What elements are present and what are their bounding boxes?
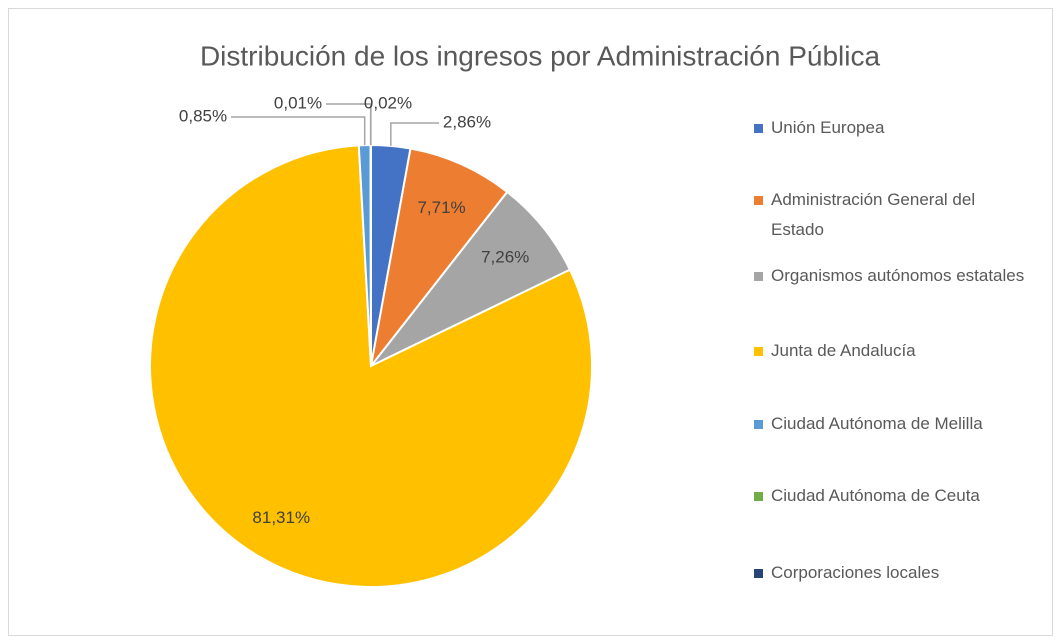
data-label: 0,01% xyxy=(274,93,322,112)
legend-item: Ciudad Autónoma de Ceuta xyxy=(754,481,1029,511)
legend-swatch xyxy=(754,420,763,429)
leader-line xyxy=(360,103,372,146)
pie-slice xyxy=(370,147,509,367)
legend-item: Unión Europea xyxy=(754,113,1029,143)
legend-swatch xyxy=(754,492,763,501)
pie-slice xyxy=(149,144,593,588)
data-label: 81,31% xyxy=(252,508,310,527)
legend-item: Organismos autónomos estatales xyxy=(754,261,1029,291)
legend-item: Ciudad Autónoma de Melilla xyxy=(754,409,1029,439)
legend-label: Corporaciones locales xyxy=(771,563,940,582)
legend-label: Unión Europea xyxy=(771,118,885,137)
data-label: 2,86% xyxy=(443,112,491,131)
legend-label: Administración General del Estado xyxy=(771,190,976,239)
chart-title: Distribución de los ingresos por Adminis… xyxy=(200,40,881,71)
pie-slice xyxy=(370,190,572,367)
legend-swatch xyxy=(754,272,763,281)
legend-label: Ciudad Autónoma de Melilla xyxy=(771,414,983,433)
leader-line xyxy=(231,116,366,146)
legend-item: Junta de Andalucía xyxy=(754,336,1029,366)
data-label: 0,85% xyxy=(179,106,227,125)
legend-label: Organismos autónomos estatales xyxy=(771,266,1025,285)
legend-swatch xyxy=(754,569,763,578)
leader-line xyxy=(390,122,439,146)
data-label: 0,02% xyxy=(364,93,412,112)
legend-label: Junta de Andalucía xyxy=(771,341,916,360)
legend-item: Corporaciones locales xyxy=(754,558,1029,588)
legend-swatch xyxy=(754,347,763,356)
legend-swatch xyxy=(754,196,763,205)
legend-swatch xyxy=(754,124,763,133)
legend-label: Ciudad Autónoma de Ceuta xyxy=(771,486,980,505)
data-label: 7,71% xyxy=(417,198,465,217)
legend-item: Administración General del Estado xyxy=(754,185,1029,245)
data-label: 7,26% xyxy=(481,247,529,266)
